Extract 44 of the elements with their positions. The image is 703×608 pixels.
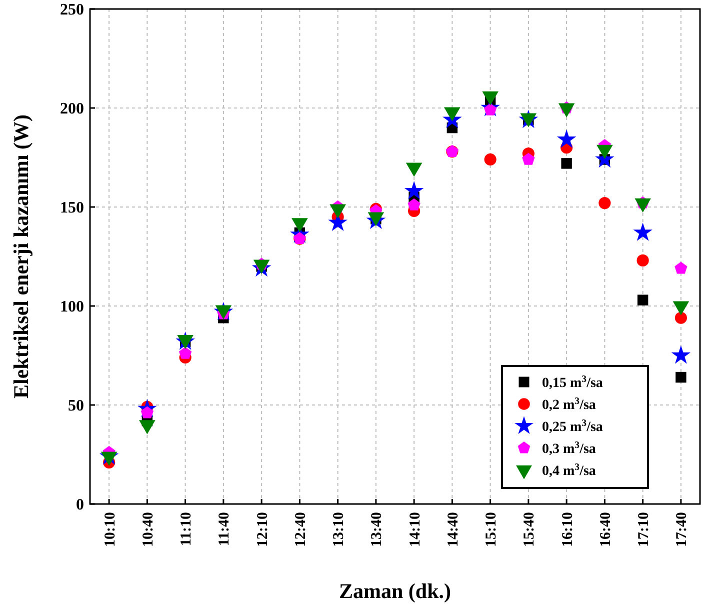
x-tick-label: 10:10	[102, 512, 118, 547]
point	[636, 254, 649, 266]
point	[484, 153, 496, 166]
point	[637, 294, 648, 306]
legend-label: 0,25 m$^{3}$/sa	[542, 417, 603, 435]
x-tick-label: 14:40	[445, 512, 462, 547]
x-tick-label: 17:40	[674, 512, 690, 547]
x-tick-label: 14:10	[407, 512, 424, 547]
point	[561, 158, 572, 169]
x-tick-label: 13:40	[369, 512, 386, 547]
point	[676, 372, 686, 383]
x-tick-label: 12:40	[292, 512, 309, 547]
y-tick-label: 250	[60, 2, 84, 19]
x-axis-title: Zaman (dk.)	[338, 579, 452, 603]
point	[633, 222, 652, 241]
point	[674, 312, 687, 324]
x-tick-label: 15:10	[484, 512, 500, 547]
y-tick-label: 100	[60, 298, 84, 316]
y-tick-label: 150	[60, 200, 84, 217]
legend-label: 0,3 m$^{3}$/sa	[542, 439, 596, 457]
point	[671, 345, 691, 364]
x-tick-label: 13:10	[331, 512, 348, 547]
x-tick-label: 15:40	[522, 512, 538, 547]
point	[674, 262, 688, 274]
y-tick-label: 200	[60, 100, 84, 118]
legend-label: 0,2 m$^{3}$/sa	[542, 395, 596, 413]
legend-label: 0,4 m$^{3}$/sa	[542, 461, 596, 479]
y-axis-title: Elektriksel enerji kazanımı (W)	[9, 114, 33, 399]
x-tick-label: 16:40	[598, 512, 614, 547]
x-tick-label: 16:10	[560, 512, 576, 547]
point	[522, 152, 535, 165]
y-tick-label: 50	[68, 398, 84, 415]
y-tick-label: 0	[76, 496, 84, 514]
x-tick-label: 10:40	[140, 512, 156, 547]
point	[404, 181, 424, 200]
x-tick-label: 12:10	[254, 512, 271, 547]
point	[598, 197, 611, 210]
x-tick-label: 11:10	[178, 512, 195, 546]
point	[178, 346, 192, 359]
legend-label: 0,15 m$^{3}$/sa	[542, 373, 603, 391]
point	[556, 130, 576, 148]
point	[408, 198, 420, 210]
x-tick-label: 17:10	[636, 512, 652, 547]
x-tick-label: 11:40	[216, 512, 233, 546]
